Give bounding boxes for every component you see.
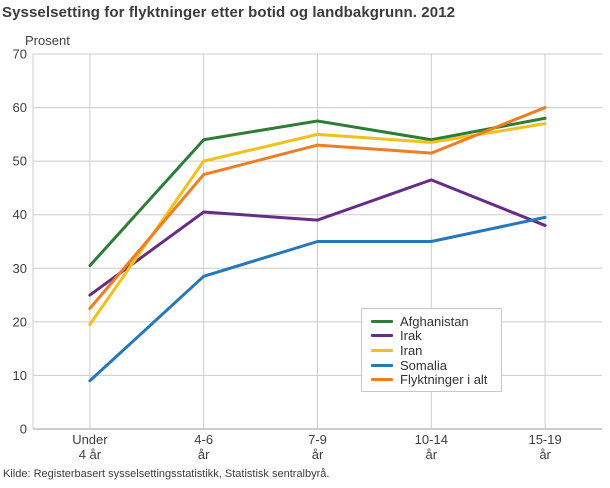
- y-axis-title: Prosent: [25, 33, 70, 48]
- legend-item-iran[interactable]: Iran: [371, 342, 492, 358]
- legend-item-irak[interactable]: Irak: [371, 328, 492, 344]
- legend-item-afghanistan[interactable]: Afghanistan: [371, 313, 492, 329]
- legend-label: Iran: [400, 342, 423, 358]
- y-tick-label: 60: [13, 100, 27, 115]
- x-tick-label: 7-9: [308, 432, 327, 447]
- y-tick-label: 50: [13, 154, 27, 169]
- x-tick-label: år: [539, 447, 551, 462]
- y-tick-label: 40: [13, 207, 27, 222]
- series-line-somalia[interactable]: [88, 215, 547, 383]
- x-tick-label: 15-19: [528, 432, 561, 447]
- legend-label: Somalia: [400, 357, 447, 373]
- x-tick-label: 4 år: [79, 447, 102, 462]
- x-tick-label: 10-14: [415, 432, 448, 447]
- legend-label: Irak: [400, 328, 422, 344]
- source-note: Kilde: Registerbasert sysselsettingsstat…: [3, 468, 330, 480]
- legend-swatch-somalia: [371, 363, 393, 367]
- x-tick-label: år: [312, 447, 324, 462]
- y-tick-label: 70: [13, 47, 27, 62]
- legend-swatch-flyktninger-i-alt: [371, 378, 393, 382]
- legend: Afghanistan Irak Iran Somalia Flyktninger i …: [361, 308, 502, 392]
- chart-title: Sysselsetting for flyktninger etter boti…: [2, 4, 456, 21]
- x-tick-label: år: [426, 447, 438, 462]
- y-tick-label: 10: [13, 368, 27, 383]
- legend-label: Flyktninger i alt: [400, 372, 488, 388]
- y-tick-label: 0: [20, 422, 27, 437]
- series-line-flyktninger-i-alt[interactable]: [88, 106, 547, 310]
- y-tick-label: 20: [13, 314, 27, 329]
- x-tick-label: Under: [72, 432, 108, 447]
- series-line-irak[interactable]: [88, 178, 547, 297]
- legend-item-flyktninger-i-alt[interactable]: Flyktninger i alt: [371, 372, 492, 388]
- legend-swatch-iran: [371, 348, 393, 352]
- legend-swatch-afghanistan: [371, 319, 393, 323]
- legend-label: Afghanistan: [400, 313, 469, 329]
- y-tick-label: 30: [13, 261, 27, 276]
- legend-swatch-irak: [371, 334, 393, 338]
- legend-item-somalia[interactable]: Somalia: [371, 357, 492, 373]
- series-line-iran[interactable]: [88, 122, 547, 327]
- x-tick-label: år: [198, 447, 210, 462]
- x-tick-label: 4-6: [194, 432, 213, 447]
- series-line-afghanistan[interactable]: [88, 116, 547, 268]
